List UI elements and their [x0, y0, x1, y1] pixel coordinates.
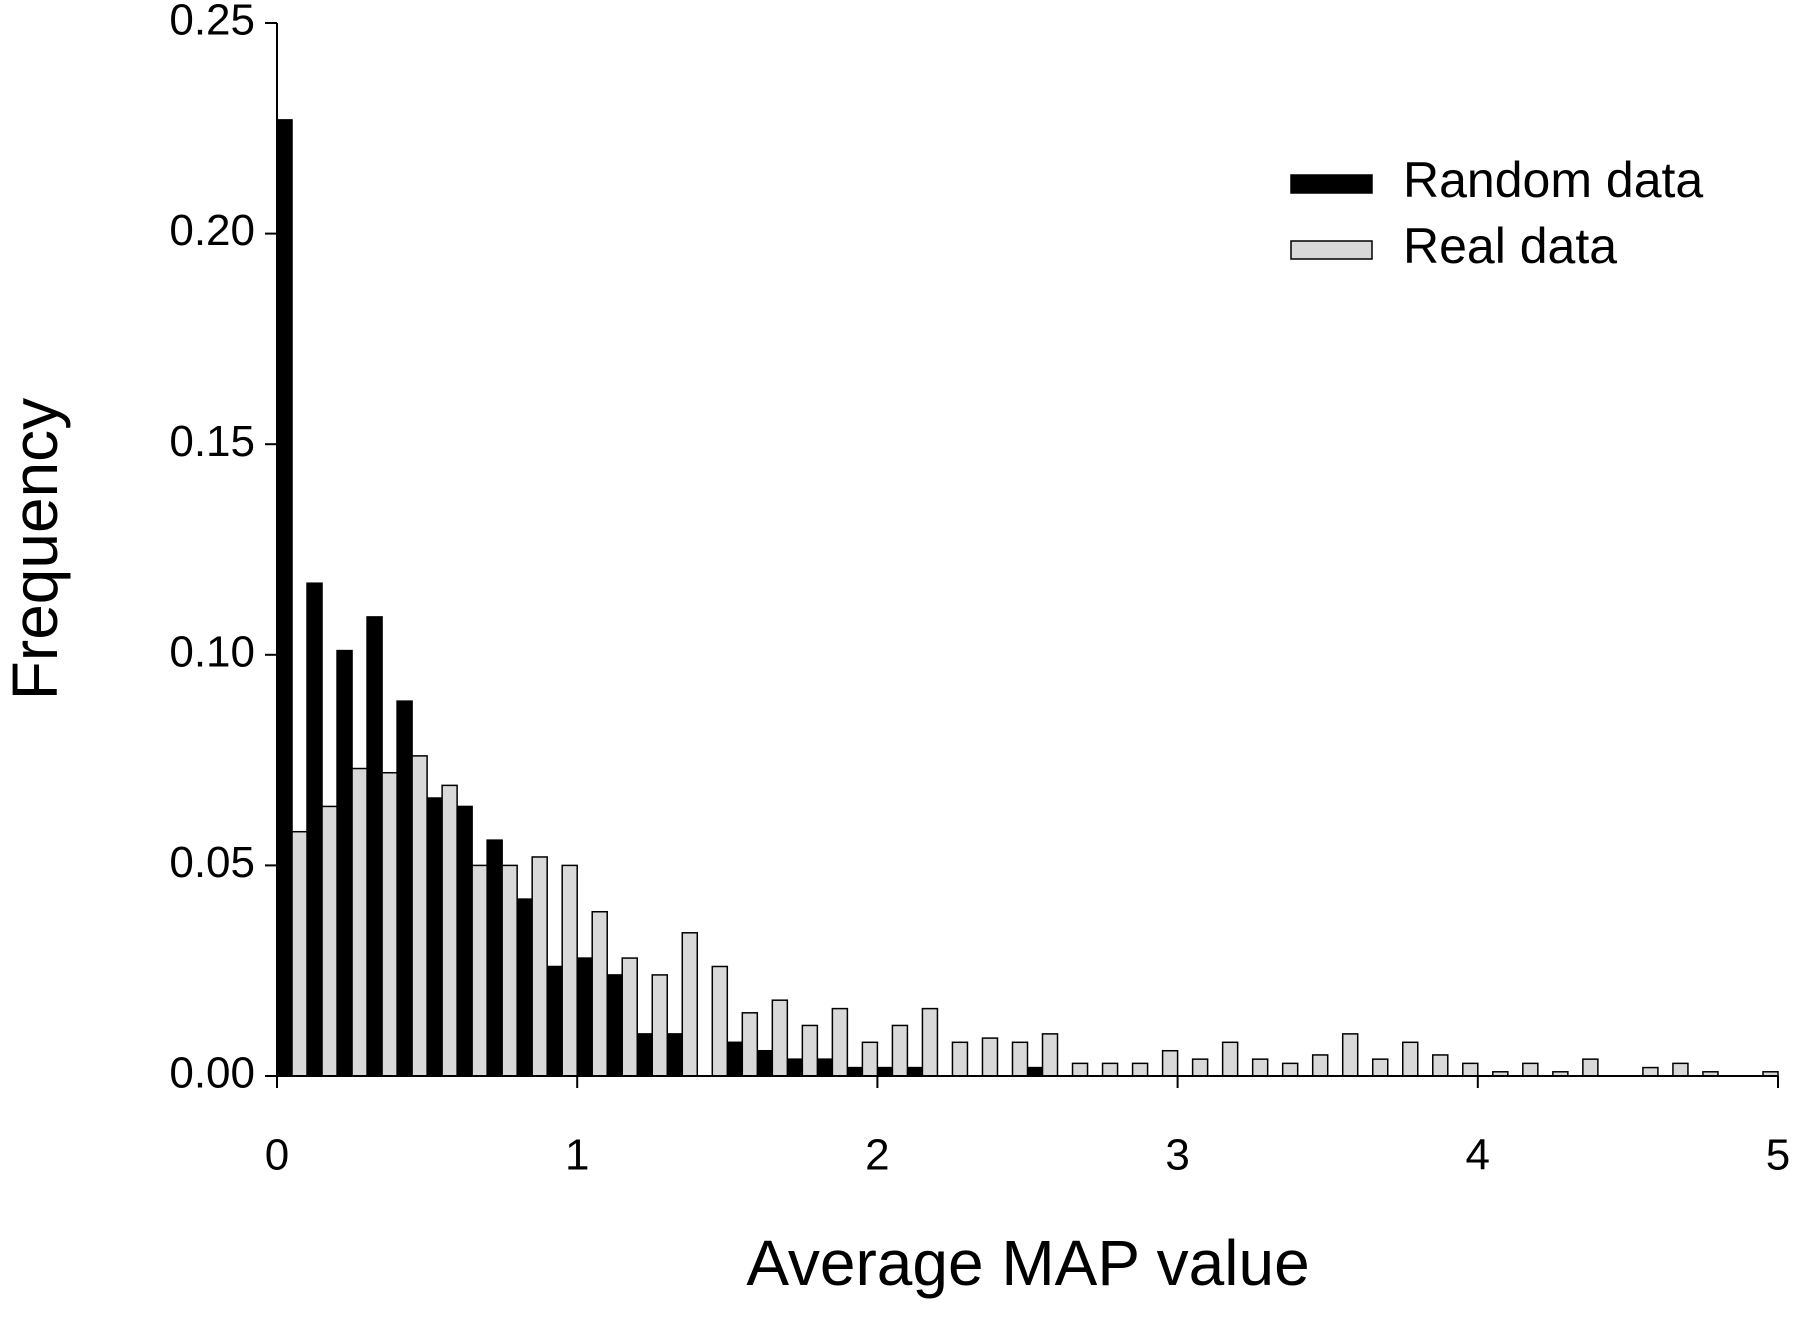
bar	[1101, 1062, 1119, 1077]
bar	[816, 1058, 834, 1077]
bar	[621, 957, 638, 1077]
y-tick-label: 0.05	[169, 838, 255, 887]
legend-label: Real data	[1403, 218, 1617, 274]
x-tick-label: 0	[265, 1131, 289, 1180]
bar	[501, 864, 518, 1077]
bar	[666, 1033, 684, 1077]
bar	[786, 1058, 804, 1077]
bar	[861, 1041, 879, 1077]
y-tick-label: 0.20	[169, 206, 255, 255]
bar	[426, 797, 443, 1077]
bar	[1011, 1041, 1029, 1077]
bar	[576, 957, 593, 1077]
bar	[651, 974, 669, 1077]
x-tick-label: 5	[1766, 1131, 1790, 1180]
y-tick-label: 0.15	[169, 417, 255, 466]
bar	[801, 1024, 819, 1077]
bar	[1251, 1058, 1269, 1077]
bar	[891, 1024, 909, 1077]
bar	[1281, 1062, 1299, 1077]
x-axis-title: Average MAP value	[746, 1227, 1309, 1299]
bar	[441, 784, 458, 1077]
legend-swatch	[1290, 174, 1373, 194]
bar	[756, 1049, 774, 1077]
bar	[681, 932, 699, 1077]
legend-label: Random data	[1403, 152, 1703, 208]
y-tick-label: 0.25	[169, 0, 255, 45]
y-axis-title: Frequency	[0, 398, 71, 700]
bar	[1672, 1062, 1689, 1077]
y-tick-label: 0.10	[169, 627, 255, 676]
x-tick-label: 3	[1165, 1131, 1189, 1180]
bar	[876, 1066, 894, 1077]
bar	[1191, 1058, 1209, 1077]
bar	[1221, 1041, 1239, 1077]
bar	[831, 1007, 849, 1077]
bar	[1026, 1066, 1044, 1077]
bar	[561, 864, 578, 1077]
bar	[981, 1037, 999, 1077]
bar	[276, 119, 293, 1077]
bar	[1161, 1049, 1179, 1077]
bar	[591, 910, 608, 1077]
bar	[636, 1033, 653, 1077]
bar	[411, 755, 428, 1077]
bar	[471, 864, 488, 1077]
bar	[1071, 1062, 1089, 1077]
bar	[1432, 1054, 1449, 1077]
bar	[516, 898, 533, 1077]
bar	[381, 771, 398, 1077]
bar	[1582, 1058, 1599, 1077]
bar	[1462, 1062, 1479, 1077]
bar	[921, 1007, 939, 1077]
bar	[456, 805, 473, 1077]
bar	[1041, 1033, 1059, 1077]
y-tick-label: 0.00	[169, 1049, 255, 1098]
bar	[1131, 1062, 1149, 1077]
bar	[606, 974, 623, 1077]
bar	[336, 649, 353, 1077]
bar	[291, 830, 308, 1077]
bar	[396, 700, 413, 1077]
bar	[321, 805, 338, 1077]
bar	[1341, 1033, 1359, 1077]
bar	[771, 999, 789, 1077]
bar	[711, 965, 729, 1077]
x-tick-label: 2	[865, 1131, 889, 1180]
bar	[741, 1012, 759, 1077]
bar	[306, 582, 323, 1077]
bar	[951, 1041, 969, 1077]
x-tick-label: 1	[565, 1131, 589, 1180]
bar	[1402, 1041, 1419, 1077]
bar	[906, 1066, 924, 1077]
bar	[726, 1041, 744, 1077]
bar	[1642, 1066, 1659, 1077]
bar	[1522, 1062, 1539, 1077]
bar	[1371, 1058, 1389, 1077]
bar	[1311, 1054, 1329, 1077]
bar	[486, 839, 503, 1077]
bar	[351, 767, 368, 1077]
legend-swatch	[1290, 240, 1373, 260]
bar	[366, 616, 383, 1077]
bar	[846, 1066, 864, 1077]
bar	[531, 856, 548, 1077]
x-tick-label: 4	[1466, 1131, 1490, 1180]
bar	[546, 965, 563, 1077]
